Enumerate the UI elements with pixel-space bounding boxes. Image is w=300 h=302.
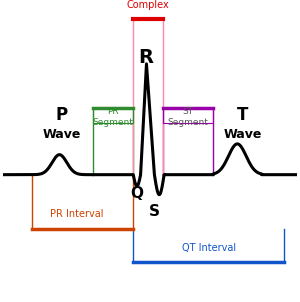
Text: S: S bbox=[149, 204, 160, 219]
Text: ST
Segment: ST Segment bbox=[168, 107, 209, 127]
Text: PR Interval: PR Interval bbox=[50, 209, 103, 219]
Text: P: P bbox=[56, 107, 68, 124]
Text: Wave: Wave bbox=[224, 128, 262, 141]
Text: QRS
Complex: QRS Complex bbox=[127, 0, 169, 10]
Text: R: R bbox=[138, 48, 153, 67]
Text: PR
Segment: PR Segment bbox=[92, 107, 134, 127]
Text: T: T bbox=[237, 107, 248, 124]
Text: Wave: Wave bbox=[43, 128, 81, 141]
Text: QT Interval: QT Interval bbox=[182, 243, 236, 253]
Text: Q: Q bbox=[130, 186, 143, 201]
